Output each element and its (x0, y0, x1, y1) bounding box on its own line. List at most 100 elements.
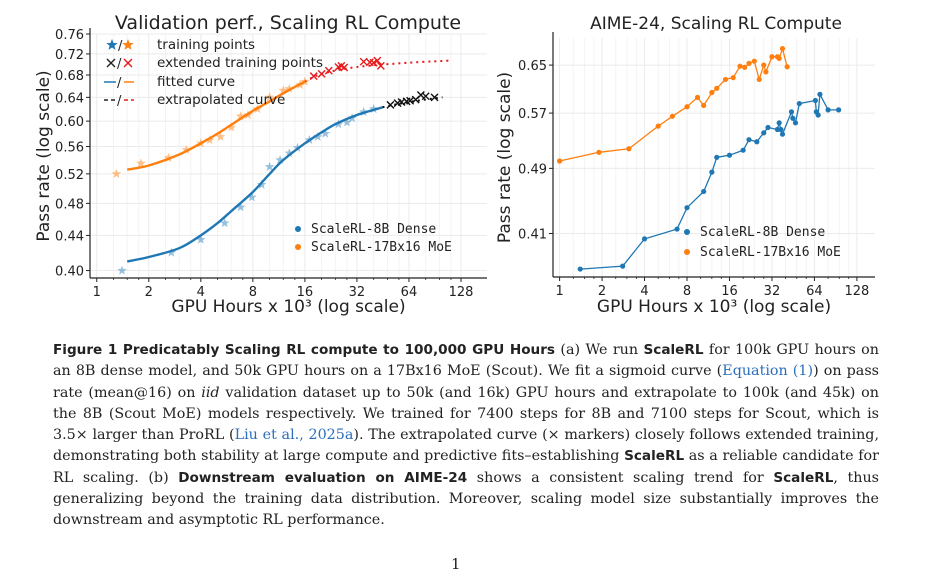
dense-data-point (812, 97, 818, 104)
dense-training-point (347, 113, 357, 123)
dense-training-point (368, 104, 379, 114)
dense-data-point (714, 154, 720, 160)
moe-data-point (776, 55, 782, 61)
x-tick-label: 4 (197, 285, 205, 300)
caption-link[interactable]: Liu et al., 2025a (234, 427, 354, 444)
moe-extended-point (309, 72, 318, 81)
y-axis-label: Pass rate (log scale) (495, 72, 515, 243)
legend-label: extrapolated curve (157, 92, 285, 108)
x-tick-label: 2 (145, 285, 153, 300)
moe-data-point (709, 89, 715, 96)
moe-training-point (215, 131, 226, 141)
dense-data-point (776, 120, 782, 126)
dense-data-point (746, 137, 752, 143)
dense-data-point (701, 188, 707, 195)
chart-title: Validation perf., Scaling RL Compute (115, 12, 461, 34)
x-tick-label: 64 (806, 284, 823, 299)
y-tick-label: 0.57 (518, 107, 547, 122)
moe-training-point (252, 104, 263, 114)
dense-training-point (333, 119, 344, 129)
moe-training-point (181, 144, 192, 154)
moe-extended-point (340, 63, 349, 72)
y-tick-label: 0.64 (55, 91, 84, 106)
legend-slash: / (117, 76, 122, 91)
dense-training-point (256, 179, 267, 189)
y-axis-label: Pass rate (log scale) (34, 70, 54, 241)
x-tick-label: 32 (764, 284, 781, 299)
moe-data-point (784, 64, 790, 70)
legend-dot-icon (684, 229, 690, 235)
y-tick-label: 0.60 (55, 115, 84, 130)
y-tick-label: 0.76 (55, 28, 84, 43)
dense-data-point (726, 152, 733, 158)
dense-fitted-curve (126, 106, 383, 263)
x-tick-label: 2 (598, 284, 606, 299)
moe-training-point (300, 76, 310, 86)
caption-link[interactable]: Equation (1) (722, 363, 814, 380)
legend-star-blue-icon (106, 39, 118, 50)
moe-data-point (742, 64, 748, 70)
dense-training-point (196, 234, 206, 244)
y-tick-label: 0.44 (55, 229, 84, 244)
legend-slash: / (117, 57, 122, 72)
dense-training-point (117, 265, 127, 275)
dense-training-point (166, 247, 177, 257)
legend-star-orange-icon (122, 39, 134, 50)
moe-training-point (163, 152, 174, 162)
moe-training-point (284, 83, 295, 93)
dense-data-point (684, 205, 690, 211)
moe-data-point (722, 76, 729, 83)
moe-data-point (684, 104, 690, 110)
dense-data-point (779, 131, 786, 137)
dense-training-point (342, 117, 352, 127)
legend-series-label: ScaleRL-17Bx16 MoE (311, 240, 452, 255)
y-tick-label: 0.52 (55, 168, 84, 183)
caption-text: , thus generalizing beyond the training … (53, 469, 879, 529)
caption-text: ScaleRL (624, 448, 685, 465)
dense-training-point (304, 135, 315, 145)
moe-extended-point (317, 69, 326, 78)
x-tick-label: 1 (555, 284, 563, 299)
dense-extended-point (430, 93, 439, 102)
moe-fitted-curve (126, 80, 306, 171)
x-tick-label: 64 (401, 285, 418, 300)
dense-data-point (754, 139, 760, 145)
dense-training-point (320, 128, 331, 138)
dense-data-point (817, 91, 823, 97)
moe-extended-point (373, 56, 382, 65)
y-tick-label: 0.40 (55, 265, 84, 280)
x-tick-label: 8 (683, 284, 691, 299)
dense-data-point (709, 169, 715, 175)
moe-data-point (626, 146, 632, 152)
caption-text: for 100k GPU hours on an 8B dense model,… (53, 342, 879, 380)
x-tick-label: 16 (297, 285, 314, 300)
moe-extended-point (376, 61, 385, 70)
caption-text: ) on pass rate (mean@16) on (53, 363, 880, 401)
dense-extended-point (421, 92, 430, 101)
moe-data-point (769, 54, 775, 60)
moe-data-point (751, 58, 757, 64)
figure-caption: Figure 1 Predicatably Scaling RL compute… (53, 340, 879, 532)
dense-training-point (275, 155, 285, 164)
moe-data-point (714, 85, 720, 91)
caption-text: Figure 1 Predicatably Scaling RL compute… (53, 342, 556, 358)
y-tick-label: 0.41 (518, 228, 547, 243)
dense-data-point (836, 107, 842, 113)
dense-training-point (220, 218, 230, 228)
dense-data-point (761, 130, 767, 136)
moe-data-point (756, 76, 762, 83)
x-tick-label: 4 (640, 284, 648, 299)
caption-text: iid (201, 384, 220, 401)
dense-training-point (264, 161, 275, 171)
dense-data-point (740, 147, 746, 153)
moe-data-point (701, 102, 707, 109)
legend-dot-icon (295, 244, 301, 250)
legend-slash: / (118, 39, 123, 54)
dense-data-point (778, 126, 784, 133)
dense-training-point (313, 131, 323, 141)
dense-data-point (815, 112, 821, 118)
moe-training-point (295, 79, 305, 89)
x-tick-label: 128 (449, 285, 474, 300)
moe-training-point (235, 111, 246, 121)
legend-series-label: ScaleRL-8B Dense (311, 222, 436, 237)
